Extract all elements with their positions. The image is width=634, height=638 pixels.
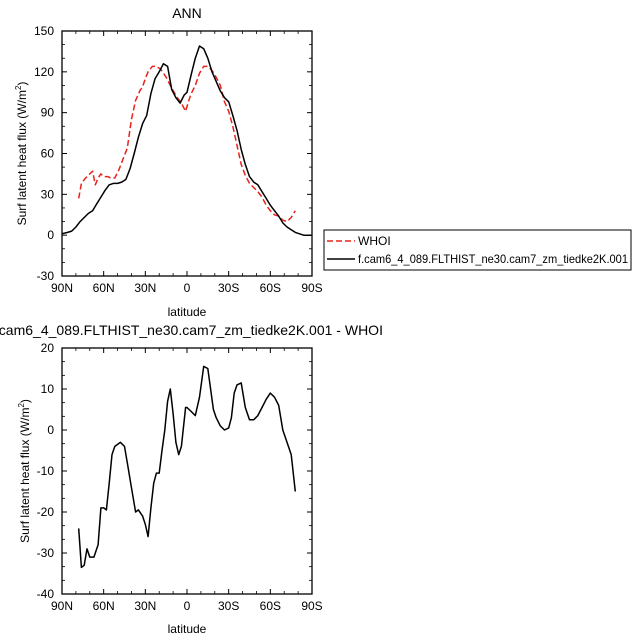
bottom-chart-x-axis-label: latitude — [168, 622, 207, 636]
legend: WHOI f.cam6_4_089.FLTHIST_ne30.cam7_zm_t… — [323, 229, 632, 271]
bottom-y-tick-label: -40 — [37, 587, 55, 601]
bottom-y-tick-label: 0 — [47, 423, 54, 437]
top-y-tick-label: 150 — [34, 24, 54, 38]
bottom-chart-series — [77, 365, 297, 569]
top-x-tick-label: 90S — [301, 281, 322, 295]
bottom-y-tick-label: -20 — [37, 505, 55, 519]
top-chart-title: ANN — [172, 5, 202, 21]
bottom-x-tick-label: 60S — [260, 599, 281, 613]
top-y-tick-label: 30 — [41, 187, 55, 201]
top-y-tick-label: 120 — [34, 65, 54, 79]
top-y-tick-label: -30 — [37, 269, 55, 283]
top-y-tick-label: 0 — [47, 228, 54, 242]
bottom-x-tick-label: 0 — [184, 599, 191, 613]
bottom-x-tick-label: 90S — [301, 599, 322, 613]
top-x-tick-label: 60N — [93, 281, 115, 295]
top-chart-plot-frame — [61, 30, 313, 277]
bottom-y-tick-label: 10 — [41, 382, 55, 396]
top-chart-series — [62, 45, 312, 236]
bottom-y-tick-label: -30 — [37, 546, 55, 560]
top-chart-ticks: 90N 60N 30N 0 30S 60S 90S -30 0 30 60 90 120 150 — [34, 24, 323, 295]
top-chart: ANN 90N 60N 30N 0 30S 60S 90S-300306090120150 … — [14, 5, 323, 319]
top-chart-x-axis-label: latitude — [168, 305, 207, 319]
top-series-line-1 — [62, 45, 312, 236]
bottom-chart-y-axis-label: Surf latent heat flux (W/m2) — [17, 399, 32, 543]
bottom-x-tick-label: 30N — [134, 599, 156, 613]
top-series-line-0 — [77, 65, 296, 223]
top-y-tick-label: 60 — [41, 147, 55, 161]
bottom-x-tick-label: 30S — [218, 599, 239, 613]
bottom-chart-plot-frame — [61, 347, 313, 595]
bottom-chart-ticks: 90N 60N 30N 0 30S 60S 90S -40 -30 -20 -10 0 10 20 — [37, 341, 323, 613]
top-x-tick-label: 90N — [51, 281, 73, 295]
legend-label-model: f.cam6_4_089.FLTHIST_ne30.cam7_zm_tiedke… — [358, 252, 628, 266]
top-x-tick-label: 30S — [218, 281, 239, 295]
bottom-chart-title: f.cam6_4_089.FLTHIST_ne30.cam7_zm_tiedke… — [0, 322, 383, 338]
bottom-y-tick-label: -10 — [37, 464, 55, 478]
bottom-series-line-0 — [77, 365, 297, 569]
bottom-x-tick-label: 60N — [93, 599, 115, 613]
bottom-x-tick-label: 90N — [51, 599, 73, 613]
top-x-tick-label: 30N — [134, 281, 156, 295]
legend-label-whoi: WHOI — [358, 234, 391, 248]
legend-box — [323, 229, 632, 271]
bottom-chart: f.cam6_4_089.FLTHIST_ne30.cam7_zm_tiedke… — [0, 322, 383, 636]
bottom-y-tick-label: 20 — [41, 341, 55, 355]
top-y-tick-label: 90 — [41, 106, 55, 120]
top-chart-y-axis-label: Surf latent heat flux (W/m2) — [14, 82, 29, 226]
top-x-tick-label: 60S — [260, 281, 281, 295]
top-x-tick-label: 0 — [184, 281, 191, 295]
